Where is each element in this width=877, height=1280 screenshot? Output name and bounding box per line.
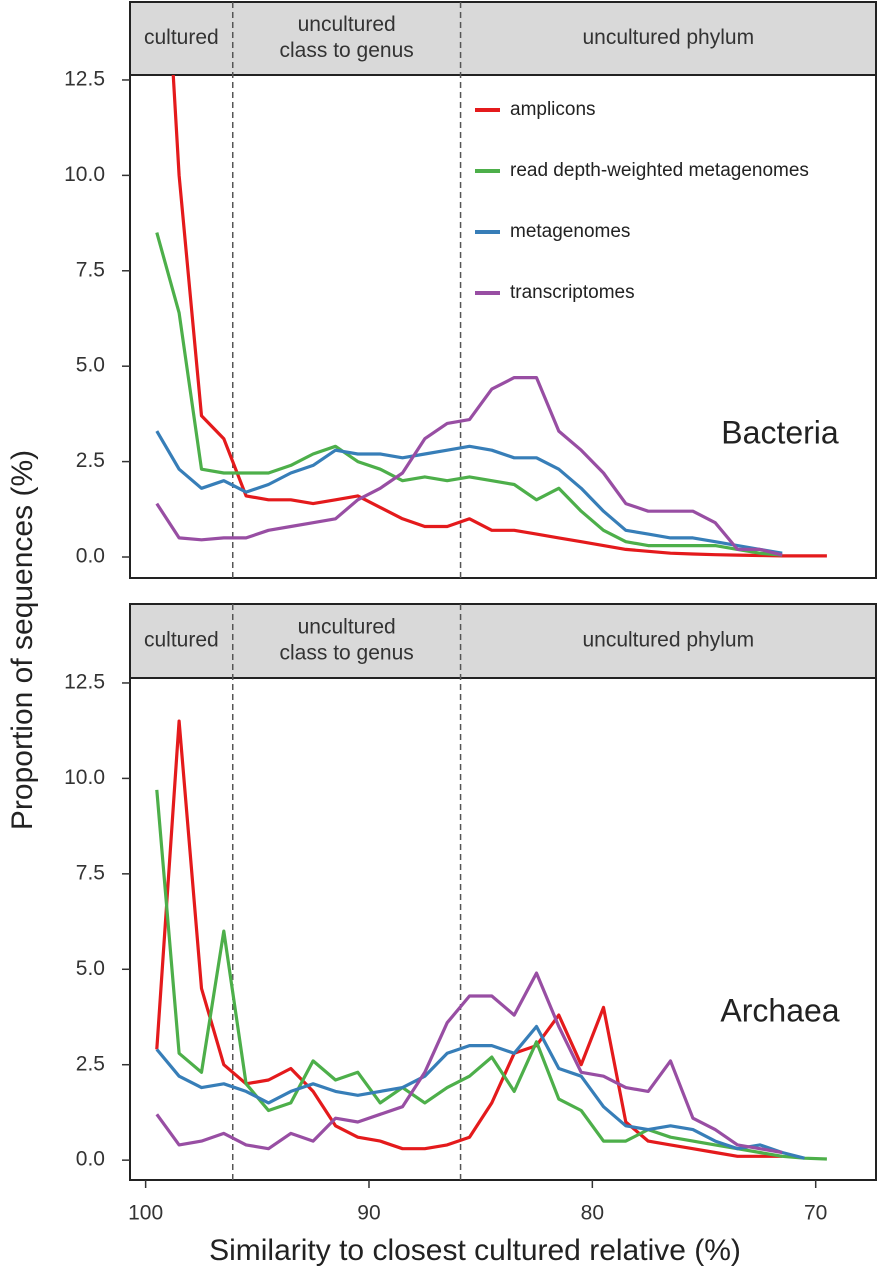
- y-tick-label: 2.5: [76, 1052, 105, 1075]
- strip-label: uncultured: [298, 13, 396, 36]
- strip-label: uncultured: [298, 616, 396, 639]
- series-line: [155, 1024, 805, 1160]
- legend-label: transcriptomes: [510, 282, 635, 303]
- plot-lines: [155, 719, 827, 1161]
- y-tick-label: 10.0: [64, 766, 105, 789]
- y-tick-label: 12.5: [64, 671, 105, 694]
- panel-label: Archaea: [720, 992, 839, 1028]
- series-line: [155, 232, 783, 557]
- legend-label: read depth-weighted metagenomes: [510, 160, 809, 181]
- plot-lines: [155, 75, 827, 558]
- series-line: [155, 430, 783, 555]
- strip-label: uncultured phylum: [582, 26, 754, 49]
- strip-label: class to genus: [280, 642, 414, 665]
- x-tick-label: 80: [581, 1202, 604, 1225]
- x-tick-label: 70: [804, 1202, 827, 1225]
- panel-label: Bacteria: [721, 414, 839, 450]
- y-tick-label: 5.0: [76, 354, 105, 377]
- x-tick-label: 90: [357, 1202, 380, 1225]
- strip-label: uncultured phylum: [582, 629, 754, 652]
- y-tick-label: 5.0: [76, 957, 105, 980]
- y-tick-label: 7.5: [76, 258, 105, 281]
- x-axis-label: Similarity to closest cultured relative …: [209, 1234, 741, 1267]
- legend-label: metagenomes: [510, 221, 630, 242]
- strip-background: [129, 1, 877, 76]
- series-line: [171, 75, 827, 558]
- panel-border: [129, 677, 877, 1181]
- strip-label: class to genus: [280, 39, 414, 62]
- y-tick-label: 10.0: [64, 163, 105, 186]
- strip-background: [129, 603, 877, 679]
- legend-label: amplicons: [510, 99, 596, 120]
- y-tick-label: 0.0: [76, 545, 105, 568]
- strip-label: cultured: [144, 26, 219, 49]
- y-tick-label: 12.5: [64, 68, 105, 91]
- series-line: [155, 789, 827, 1161]
- panel-border: [129, 74, 877, 579]
- y-tick-label: 0.0: [76, 1148, 105, 1171]
- y-tick-label: 2.5: [76, 449, 105, 472]
- y-tick-label: 7.5: [76, 861, 105, 884]
- series-line: [155, 971, 783, 1155]
- strip-label: cultured: [144, 629, 219, 652]
- series-line: [155, 376, 783, 557]
- y-axis-label: Proportion of sequences (%): [6, 450, 39, 830]
- x-tick-label: 100: [128, 1202, 163, 1225]
- series-line: [155, 719, 783, 1158]
